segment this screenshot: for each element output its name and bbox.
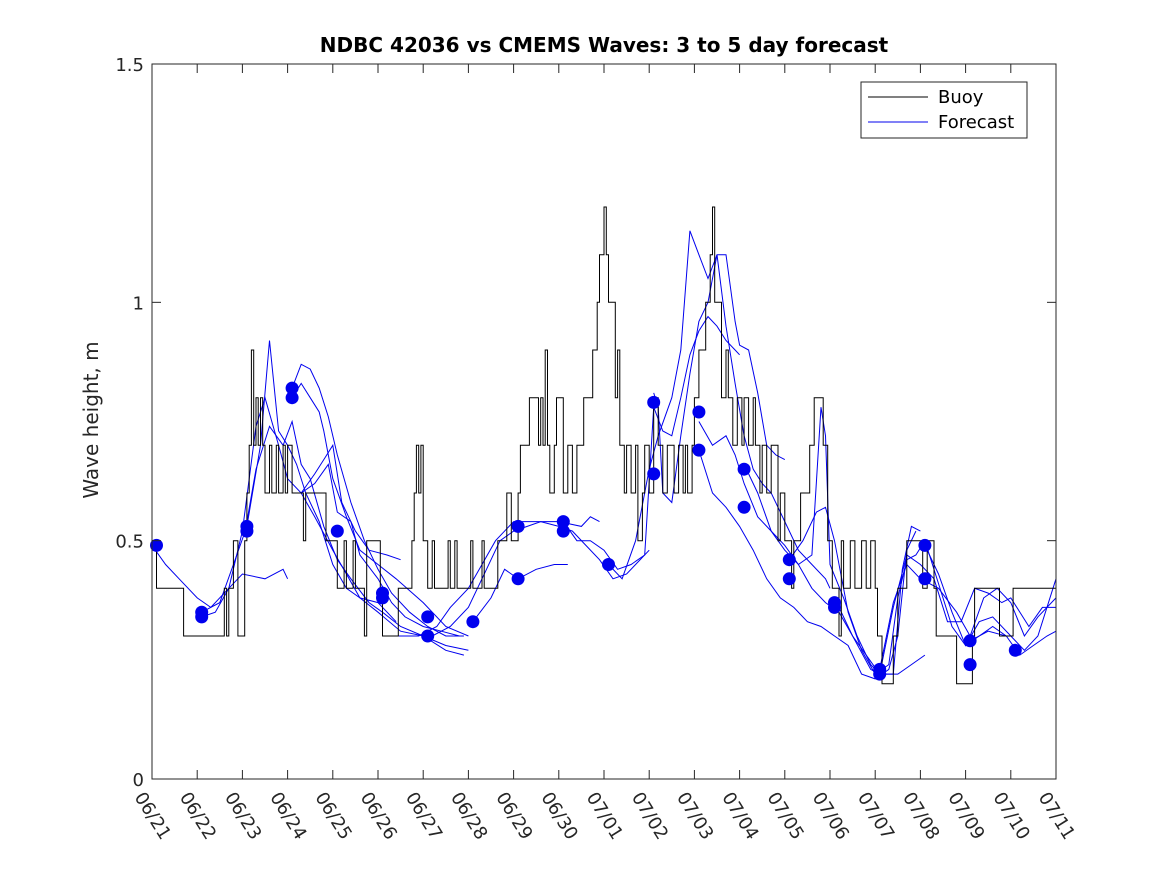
forecast-marker-5: [285, 391, 299, 405]
forecast-line-11: [562, 315, 740, 570]
legend-entry-buoy: Buoy: [938, 87, 984, 108]
legend-entry-forecast: Forecast: [938, 112, 1014, 133]
x-tick-label-6: 06/27: [401, 789, 446, 844]
y-axis: 0 0.5 1 1.5: [115, 55, 1056, 791]
forecast-line-9: [431, 521, 650, 637]
forecast-marker-22: [737, 500, 751, 514]
forecast-marker-17: [602, 558, 615, 571]
forecast-marker-15: [556, 524, 570, 538]
x-tick-label-2: 06/23: [220, 789, 265, 844]
x-tick-label-3: 06/24: [265, 789, 310, 844]
forecast-marker-9: [376, 586, 389, 600]
forecast-marker-13: [511, 572, 525, 586]
forecast-markers: [150, 381, 1022, 681]
forecast-line-5: [291, 382, 469, 637]
forecast-marker-33: [963, 634, 977, 648]
y-tick-label-3: 1.5: [115, 55, 144, 76]
forecast-line-0: [151, 545, 289, 609]
forecast-marker-20: [692, 443, 706, 457]
forecast-marker-12: [466, 615, 480, 629]
forecast-marker-23: [737, 462, 751, 476]
plot-area: [150, 206, 1057, 685]
forecast-marker-0: [150, 538, 163, 552]
plot-frame: [151, 63, 1057, 780]
forecast-marker-32: [963, 658, 977, 672]
legend-box: [860, 81, 1028, 139]
x-tick-label-15: 07/06: [808, 789, 853, 844]
x-tick-label-1: 06/22: [175, 789, 220, 844]
x-tick-label-12: 07/03: [672, 789, 717, 844]
forecast-line-18: [834, 554, 1056, 675]
y-tick-label-2: 1: [133, 293, 144, 314]
forecast-marker-27: [828, 596, 841, 610]
forecast-marker-21: [692, 405, 706, 419]
forecast-marker-31: [918, 538, 932, 552]
buoy-series: [152, 206, 1056, 685]
x-tick-label-13: 07/04: [717, 789, 762, 844]
forecast-line-12: [608, 230, 786, 580]
forecast-marker-19: [647, 395, 661, 409]
forecast-line-19: [879, 563, 1057, 670]
legend: Buoy Forecast: [860, 81, 1028, 139]
forecast-line-13: [653, 254, 831, 589]
x-tick-label-17: 07/08: [898, 789, 943, 844]
y-axis-label: Wave height, m: [79, 341, 103, 498]
x-tick-label-14: 07/05: [763, 789, 808, 844]
x-tick-label-16: 07/07: [853, 789, 898, 844]
forecast-line-2: [201, 340, 469, 651]
x-tick-label-10: 07/01: [582, 789, 627, 844]
forecast-line-15: [698, 449, 917, 680]
forecast-marker-10: [421, 629, 435, 643]
x-tick-label-19: 07/10: [989, 789, 1034, 844]
forecast-marker-14: [511, 519, 525, 533]
forecast-line-20: [924, 545, 1057, 652]
x-tick-label-7: 06/28: [446, 789, 491, 844]
x-tick-label-0: 06/21: [130, 789, 175, 844]
x-tick-label-8: 06/29: [491, 789, 536, 844]
forecast-marker-30: [918, 572, 932, 586]
x-tick-label-20: 07/11: [1034, 789, 1079, 844]
forecast-marker-29: [873, 662, 887, 676]
y-tick-label-0: 0: [133, 770, 144, 791]
x-tick-label-4: 06/25: [311, 789, 356, 844]
buoy-line: [152, 206, 1056, 685]
forecast-line-4: [291, 363, 464, 637]
forecast-marker-11: [421, 610, 435, 624]
forecast-line-3: [246, 419, 465, 656]
x-tick-label-5: 06/26: [356, 789, 401, 844]
chart-title: NDBC 42036 vs CMEMS Waves: 3 to 5 day fo…: [320, 33, 889, 57]
forecast-marker-6: [285, 381, 299, 395]
forecast-marker-2: [195, 605, 209, 619]
forecast-marker-24: [782, 572, 796, 586]
forecast-marker-7: [330, 524, 344, 538]
forecast-marker-25: [782, 553, 796, 567]
forecast-marker-4: [240, 519, 254, 533]
forecast-line-6: [292, 443, 401, 561]
forecast-marker-18: [647, 467, 661, 481]
forecast-marker-34: [1008, 643, 1022, 657]
forecast-line-16: [743, 407, 921, 675]
x-tick-label-18: 07/09: [943, 789, 988, 844]
x-tick-label-9: 06/30: [537, 789, 582, 844]
forecast-line-21: [969, 630, 1057, 656]
forecast-line-7: [292, 463, 460, 637]
y-tick-label-1: 0.5: [115, 532, 144, 553]
x-tick-label-11: 07/02: [627, 789, 672, 844]
forecast-marker-16: [556, 515, 570, 529]
